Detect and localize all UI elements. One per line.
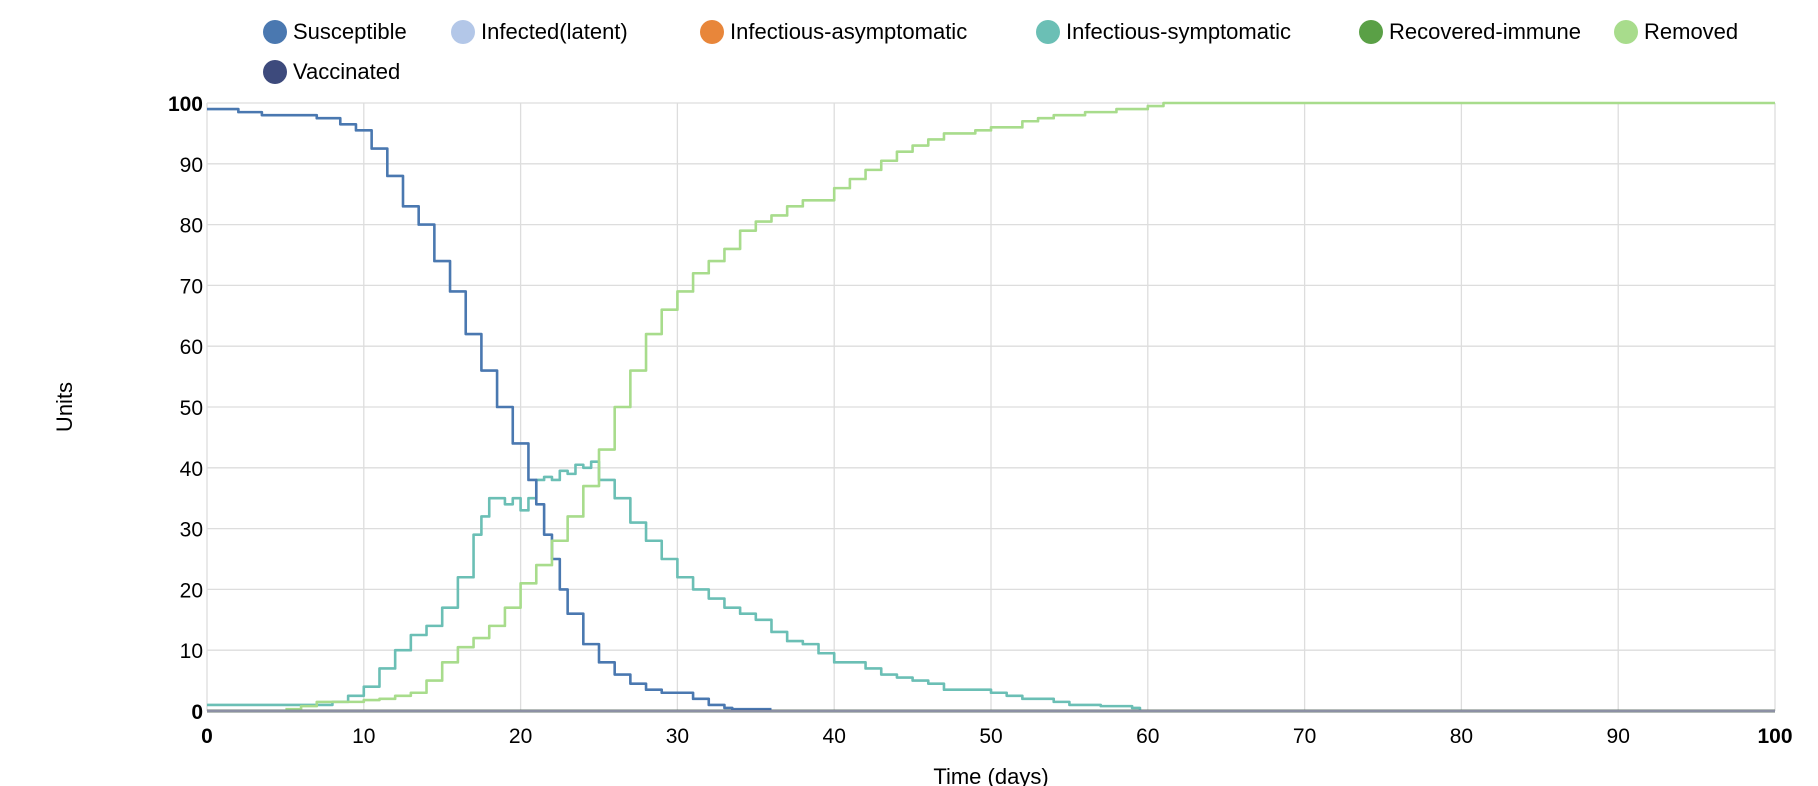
- x-axis-ticks: 0 10 20 30 40 50 60 70 80 90 100: [201, 725, 1792, 748]
- legend-marker-vaccinated-icon: [263, 60, 287, 84]
- legend-label-infectious-asymptomatic: Infectious-asymptomatic: [730, 19, 968, 44]
- legend-label-susceptible: Susceptible: [293, 19, 407, 44]
- y-tick-label: 0: [191, 701, 203, 724]
- legend-marker-infectious-asymptomatic-icon: [700, 20, 724, 44]
- legend-label-infected-latent: Infected(latent): [481, 19, 628, 44]
- y-tick-label: 40: [180, 458, 203, 481]
- series-line-infectious-symptomatic[interactable]: [207, 460, 1142, 711]
- x-tick-label: 40: [823, 725, 846, 748]
- x-axis-title: Time (days): [933, 764, 1048, 786]
- legend-label-vaccinated: Vaccinated: [293, 59, 401, 84]
- legend-item-removed[interactable]: Removed: [1614, 19, 1738, 45]
- y-axis-ticks: 0 10 20 30 40 50 60 70 80 90 100: [168, 93, 203, 724]
- x-tick-label: 60: [1136, 725, 1159, 748]
- legend-label-removed: Removed: [1644, 19, 1739, 44]
- legend-label-recovered-immune: Recovered-immune: [1389, 19, 1581, 44]
- legend-marker-susceptible-icon: [263, 20, 287, 44]
- chart-legend: Susceptible Infected(latent) Infectious-…: [0, 0, 1818, 100]
- legend-item-infected-latent[interactable]: Infected(latent): [451, 19, 628, 45]
- x-tick-label: 30: [666, 725, 689, 748]
- y-axis-title: Units: [52, 382, 77, 432]
- y-tick-label: 50: [180, 397, 203, 420]
- legend-marker-removed-icon: [1614, 20, 1638, 44]
- legend-item-infectious-asymptomatic[interactable]: Infectious-asymptomatic: [700, 19, 967, 45]
- y-tick-label: 10: [180, 640, 203, 663]
- y-tick-label: 20: [180, 579, 203, 602]
- x-tick-label: 90: [1607, 725, 1630, 748]
- x-tick-label: 10: [352, 725, 375, 748]
- y-tick-label: 60: [180, 336, 203, 359]
- x-tick-label: 20: [509, 725, 532, 748]
- legend-item-vaccinated[interactable]: Vaccinated: [263, 59, 400, 85]
- series-line-removed[interactable]: [285, 101, 1775, 711]
- x-tick-label: 80: [1450, 725, 1473, 748]
- x-tick-label: 0: [201, 725, 213, 748]
- legend-item-susceptible[interactable]: Susceptible: [263, 19, 407, 45]
- y-tick-label: 30: [180, 519, 203, 542]
- chart-grid: [206, 102, 1776, 711]
- legend-item-recovered-immune[interactable]: Recovered-immune: [1359, 19, 1581, 45]
- legend-marker-infectious-symptomatic-icon: [1036, 20, 1060, 44]
- x-tick-label: 100: [1757, 725, 1792, 748]
- legend-marker-recovered-immune-icon: [1359, 20, 1383, 44]
- y-tick-label: 100: [168, 93, 203, 116]
- y-tick-label: 80: [180, 215, 203, 238]
- x-tick-label: 50: [979, 725, 1002, 748]
- legend-item-infectious-symptomatic[interactable]: Infectious-symptomatic: [1036, 19, 1291, 45]
- y-tick-label: 70: [180, 275, 203, 298]
- y-tick-label: 90: [180, 154, 203, 177]
- legend-label-infectious-symptomatic: Infectious-symptomatic: [1066, 19, 1291, 44]
- x-tick-label: 70: [1293, 725, 1316, 748]
- legend-marker-infected-latent-icon: [451, 20, 475, 44]
- series-line-susceptible[interactable]: [207, 107, 772, 711]
